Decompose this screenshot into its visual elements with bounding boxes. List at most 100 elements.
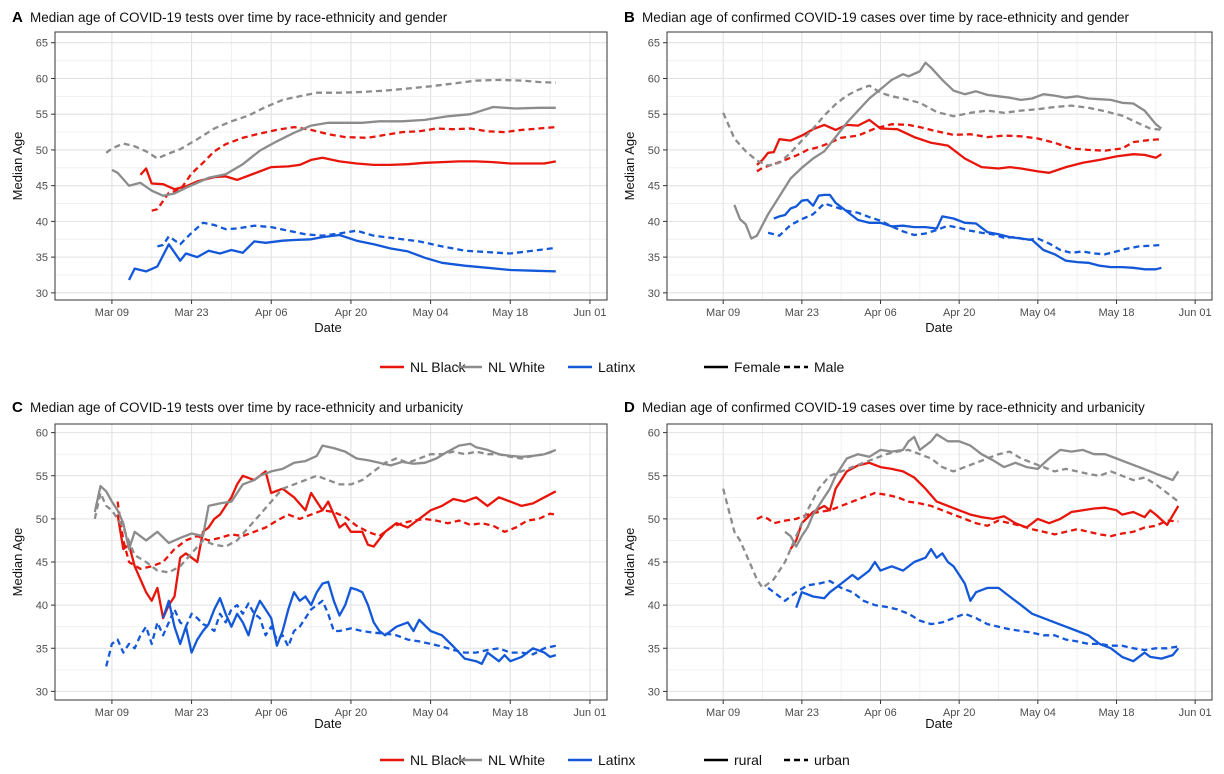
x-tick-label: Mar 23 [785, 307, 819, 319]
x-axis-label: Date [314, 320, 341, 335]
x-tick-label: May 04 [413, 307, 449, 319]
legend-label: Male [814, 359, 845, 375]
series-line-latinx-urban [767, 579, 1179, 652]
y-tick-label: 60 [36, 73, 48, 85]
series-line-latinx-rural [795, 547, 1180, 663]
y-tick-label: 30 [648, 288, 660, 300]
y-axis-label: Median Age [10, 132, 25, 201]
y-tick-label: 30 [36, 288, 48, 300]
panel-a: A Median age of COVID-19 tests over time … [10, 9, 608, 335]
y-tick-label: 45 [648, 557, 660, 569]
x-tick-label: Jun 01 [573, 307, 606, 319]
series-line-latinx-female [127, 233, 556, 281]
legend-1: NL Black NL White Latinx Female Male [380, 359, 845, 375]
y-tick-label: 35 [36, 252, 48, 264]
legend-item-female: Female [704, 359, 781, 375]
series-line-nl-white-male [722, 84, 1162, 167]
x-tick-label: Apr 06 [255, 707, 287, 719]
x-tick-label: May 04 [413, 707, 449, 719]
series-group [93, 442, 557, 667]
series-line-latinx-male [767, 202, 1162, 256]
y-tick-label: 60 [648, 73, 660, 85]
legend-2: NL Black NL White Latinx rural urban [380, 752, 850, 768]
plot-area [55, 32, 607, 300]
series-line-nl-black-female [756, 118, 1163, 174]
panel-d: D Median age of confirmed COVID-19 cases … [622, 399, 1213, 731]
series-line-latinx-male [157, 221, 556, 255]
panel-letter: C [12, 399, 23, 416]
y-axis-label: Median Age [622, 528, 637, 597]
x-tick-label: May 18 [1098, 307, 1134, 319]
x-tick-label: May 18 [1098, 707, 1134, 719]
x-tick-label: Apr 06 [864, 707, 896, 719]
y-tick-label: 40 [648, 600, 660, 612]
series-line-latinx-rural [162, 580, 557, 665]
legend-item-latinx: Latinx [568, 752, 635, 768]
panel-c: C Median age of COVID-19 tests over time … [10, 399, 608, 731]
series-line-nl-black-male [756, 123, 1162, 173]
panel-b: B Median age of confirmed COVID-19 cases … [622, 9, 1213, 335]
y-tick-label: 50 [648, 514, 660, 526]
x-tick-label: Apr 20 [943, 307, 975, 319]
legend-label: NL Black [410, 752, 467, 768]
series-line-nl-black-urban [116, 501, 556, 571]
x-axis-label: Date [925, 320, 952, 335]
series-line-nl-black-female [139, 156, 557, 191]
x-tick-label: Apr 06 [864, 307, 896, 319]
panel-border [666, 31, 1213, 301]
x-tick-label: Apr 20 [335, 707, 367, 719]
legend-label: rural [734, 752, 762, 768]
series-line-nl-black-male [151, 125, 556, 212]
legend-item-nl-white: NL White [458, 359, 545, 375]
x-tick-label: Apr 20 [943, 707, 975, 719]
x-tick-label: Jun 01 [573, 707, 606, 719]
y-tick-label: 60 [36, 428, 48, 440]
legend-item-rural: rural [704, 752, 762, 768]
x-tick-label: May 18 [492, 307, 528, 319]
y-tick-label: 40 [648, 216, 660, 228]
series-group [722, 433, 1180, 663]
y-tick-label: 55 [648, 471, 660, 483]
y-tick-label: 55 [36, 471, 48, 483]
x-axis-label: Date [925, 716, 952, 731]
panel-letter: A [12, 9, 23, 26]
legend-item-male: Male [784, 359, 845, 375]
legend-item-latinx: Latinx [568, 359, 635, 375]
series-group [105, 78, 557, 281]
y-tick-label: 40 [36, 216, 48, 228]
panel-title: Median age of confirmed COVID-19 cases o… [642, 10, 1129, 25]
x-axis-label: Date [314, 716, 341, 731]
y-tick-label: 30 [36, 686, 48, 698]
legend-label: Latinx [598, 359, 635, 375]
x-tick-label: May 18 [492, 707, 528, 719]
legend-item-nl-black: NL Black [380, 752, 467, 768]
legend-label: NL White [488, 359, 545, 375]
x-tick-label: Mar 23 [174, 307, 208, 319]
x-tick-label: May 04 [1020, 707, 1056, 719]
y-tick-label: 35 [648, 252, 660, 264]
y-tick-label: 45 [36, 557, 48, 569]
series-line-nl-white-female [111, 105, 556, 197]
panel-border [54, 31, 608, 301]
panel-letter: D [624, 399, 635, 416]
panel-letter: B [624, 9, 635, 26]
series-group [722, 61, 1163, 271]
x-tick-label: Mar 09 [706, 707, 740, 719]
y-tick-label: 60 [648, 428, 660, 440]
legend-label: NL White [488, 752, 545, 768]
series-line-nl-white-urban [93, 449, 557, 574]
x-tick-label: Mar 09 [706, 307, 740, 319]
x-tick-label: Jun 01 [1179, 707, 1212, 719]
y-tick-label: 55 [648, 109, 660, 121]
x-tick-label: Jun 01 [1179, 307, 1212, 319]
y-tick-label: 50 [648, 145, 660, 157]
legend-label: NL Black [410, 359, 467, 375]
y-tick-label: 40 [36, 600, 48, 612]
series-line-nl-white-urban [722, 448, 1180, 590]
legend-item-nl-black: NL Black [380, 359, 467, 375]
series-line-latinx-urban [105, 599, 557, 667]
legend-label: Latinx [598, 752, 635, 768]
y-axis-label: Median Age [10, 528, 25, 597]
